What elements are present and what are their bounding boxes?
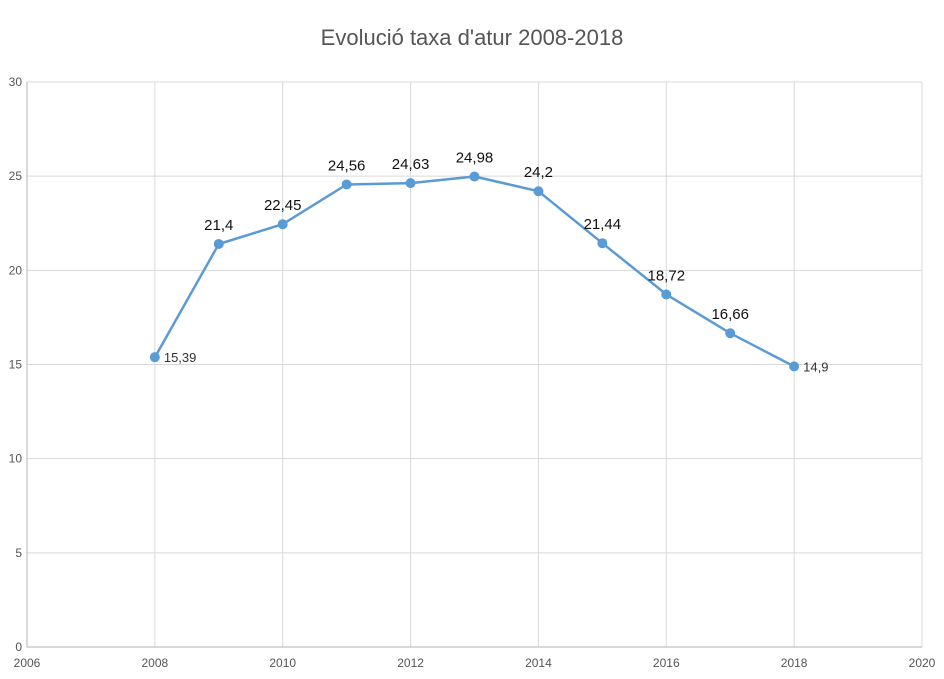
data-point — [213, 238, 224, 249]
data-point — [661, 289, 672, 300]
data-point — [277, 219, 288, 230]
data-point — [341, 179, 352, 190]
x-tick-label: 2018 — [781, 656, 808, 670]
y-tick-label: 25 — [9, 169, 23, 183]
data-label: 16,66 — [711, 306, 749, 323]
x-tick-label: 2020 — [909, 656, 936, 670]
y-tick-label: 10 — [9, 452, 23, 466]
data-point — [725, 328, 736, 339]
y-tick-label: 5 — [15, 546, 22, 560]
x-tick-label: 2014 — [525, 656, 552, 670]
series-line — [149, 171, 800, 372]
data-label: 18,72 — [648, 267, 686, 284]
x-tick-label: 2016 — [653, 656, 680, 670]
data-point — [405, 178, 416, 189]
y-tick-label: 0 — [15, 640, 22, 654]
data-label: 24,56 — [328, 157, 366, 174]
data-labels: 15,39 21,4 22,45 24,56 24,63 24,98 24,2 21,44 18… — [164, 150, 829, 375]
data-point — [469, 171, 480, 182]
data-point — [149, 352, 160, 363]
x-tick-label: 2006 — [14, 656, 41, 670]
data-point — [533, 186, 544, 197]
x-tick-label: 2008 — [142, 656, 169, 670]
data-point — [789, 361, 800, 372]
data-label: 21,4 — [204, 217, 233, 234]
x-tick-label: 2012 — [397, 656, 424, 670]
data-label: 15,39 — [164, 350, 197, 365]
chart-title: Evolució taxa d'atur 2008-2018 — [321, 25, 624, 50]
data-label: 24,2 — [524, 164, 553, 181]
series-polyline — [153, 175, 795, 368]
x-tick-label: 2010 — [269, 656, 296, 670]
data-label: 22,45 — [264, 197, 302, 214]
y-tick-label: 15 — [9, 358, 23, 372]
y-tick-label: 30 — [9, 75, 23, 89]
axes: 0 5 10 15 20 25 30 2006 2008 2010 2012 2014 2016 2018… — [9, 75, 936, 670]
data-label: 14,9 — [803, 359, 828, 374]
data-label: 24,98 — [456, 150, 494, 167]
data-label: 21,44 — [584, 216, 622, 233]
data-point — [597, 238, 608, 249]
y-tick-label: 20 — [9, 263, 23, 277]
data-label: 24,63 — [392, 156, 430, 173]
